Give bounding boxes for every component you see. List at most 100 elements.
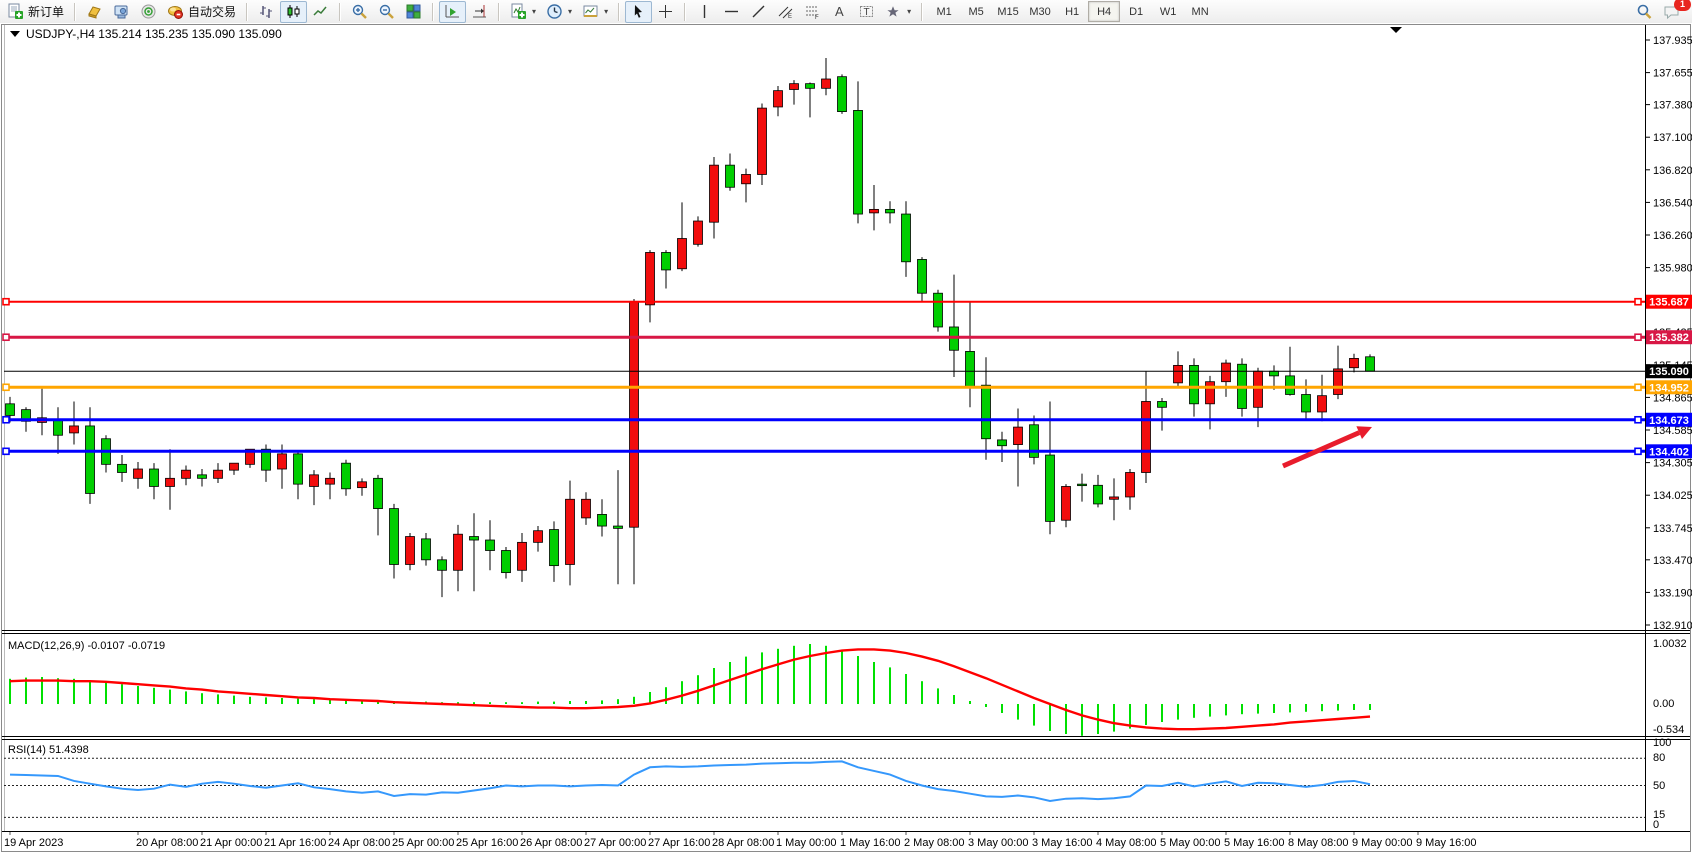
toolbar-separator: [432, 2, 435, 21]
rsi-axis-label: 15: [1653, 809, 1665, 821]
text-button[interactable]: A: [826, 1, 853, 23]
navigator-signal-button[interactable]: [135, 1, 162, 23]
timeframe-mn-button[interactable]: MN: [1191, 5, 1209, 18]
price-label: 134.673: [1649, 415, 1689, 427]
candle: [149, 468, 159, 487]
rsi-axis-label: 50: [1653, 780, 1665, 792]
price-tick-label: 136.260: [1653, 230, 1692, 242]
candle: [1029, 424, 1039, 458]
autotrading-label: 自动交易: [188, 5, 237, 19]
time-label: 27 Apr 00:00: [584, 837, 646, 849]
hline-handle[interactable]: [1634, 415, 1642, 424]
autotrading-icon: [167, 3, 184, 20]
hline-handle[interactable]: [2, 383, 10, 392]
toolbar-group-scroll: [437, 0, 495, 23]
search-button[interactable]: [1630, 1, 1658, 23]
hline-handle[interactable]: [1634, 297, 1642, 306]
chart-shift-button[interactable]: [466, 1, 493, 23]
chart-dropdown-icon[interactable]: [10, 31, 20, 37]
macd-signal-line: [9, 648, 1371, 731]
candle: [837, 76, 847, 112]
candle: [373, 477, 383, 509]
chat-button[interactable]: 1: [1658, 0, 1691, 23]
zoom-in-button[interactable]: [346, 1, 373, 23]
periods-clock-button[interactable]: ▾: [541, 1, 577, 23]
svg-text:F: F: [815, 15, 819, 20]
hline-handle[interactable]: [1634, 383, 1642, 392]
trendline-button[interactable]: [745, 1, 772, 23]
price-tick-label: 136.540: [1653, 197, 1692, 209]
timeframe-m30-button[interactable]: M30: [1029, 5, 1051, 18]
market-gold-button[interactable]: [81, 1, 108, 23]
candle: [21, 409, 31, 422]
chevron-down-icon[interactable]: ▾: [532, 7, 537, 16]
candle: [501, 550, 511, 574]
fibonacci-button[interactable]: F: [799, 1, 826, 23]
chevron-down-icon[interactable]: ▾: [568, 7, 573, 16]
chevron-down-icon[interactable]: ▾: [907, 7, 912, 16]
label-button[interactable]: T: [853, 1, 880, 23]
cursor-button[interactable]: [625, 0, 653, 23]
timeframe-m1-button[interactable]: M1: [936, 5, 952, 18]
candle: [821, 78, 831, 89]
candle: [245, 448, 255, 465]
time-label: 9 May 16:00: [1416, 837, 1477, 849]
hline-handle[interactable]: [2, 297, 10, 306]
chevron-down-icon[interactable]: ▾: [604, 7, 609, 16]
new-order-button[interactable]: 新订单: [2, 1, 69, 23]
hline-handle[interactable]: [2, 447, 10, 456]
price-tick-label: 137.100: [1653, 132, 1692, 144]
candlestick-chart-button[interactable]: [280, 0, 308, 23]
indicators-button[interactable]: ▾: [505, 1, 541, 23]
candle: [853, 110, 863, 215]
line-chart-button[interactable]: [307, 1, 334, 23]
price-tick-label: 137.380: [1653, 100, 1692, 112]
price-tick-label: 134.865: [1653, 392, 1692, 404]
templates-button[interactable]: ▾: [577, 1, 613, 23]
horizontal-line-button[interactable]: [718, 1, 745, 23]
timeframe-d1-button[interactable]: D1: [1129, 5, 1144, 18]
auto-scroll-icon: [444, 3, 461, 20]
tile-windows-button[interactable]: [400, 1, 427, 23]
candle: [773, 90, 783, 108]
shapes-button[interactable]: ▾: [880, 1, 916, 23]
equidistant-channel-icon: E: [777, 3, 794, 20]
timeframe-m5-button[interactable]: M5: [968, 5, 984, 18]
timeframe-h1-button[interactable]: H1: [1065, 5, 1080, 18]
search-icon: [1635, 3, 1653, 20]
trend-arrow-head[interactable]: [1356, 426, 1372, 440]
auto-scroll-button[interactable]: [439, 0, 467, 23]
zoom-out-button[interactable]: [373, 1, 400, 23]
hline-handle[interactable]: [1634, 333, 1642, 342]
candle: [165, 477, 175, 487]
candle: [325, 477, 335, 485]
macd-axis-label: 1.0032: [1653, 638, 1687, 650]
hline-handle[interactable]: [1634, 447, 1642, 456]
timeframe-h4-button[interactable]: H4: [1088, 1, 1121, 22]
bar-chart-button[interactable]: [253, 1, 280, 23]
candle: [117, 463, 127, 473]
vertical-line-button[interactable]: [691, 1, 718, 23]
terminal-button[interactable]: [108, 1, 135, 23]
timeframe-m15-button[interactable]: M15: [997, 5, 1019, 18]
candle: [1141, 401, 1151, 473]
price-tick-label: 137.935: [1653, 35, 1692, 47]
crosshair-button[interactable]: [652, 1, 679, 23]
price-tick-label: 133.190: [1653, 587, 1692, 599]
candle: [1125, 472, 1135, 498]
window-frame: [1, 24, 1691, 852]
periods-clock-icon: [546, 3, 563, 20]
time-label: 28 Apr 08:00: [712, 837, 774, 849]
zoom-in-icon: [351, 3, 368, 20]
timeframe-w1-button[interactable]: W1: [1159, 5, 1177, 18]
rsi-label: RSI(14) 51.4398: [8, 744, 89, 756]
hline-handle[interactable]: [2, 415, 10, 424]
candle: [453, 533, 463, 571]
toolbar-separator: [339, 2, 342, 21]
hline-handle[interactable]: [2, 333, 10, 342]
trend-arrow[interactable]: [1281, 430, 1361, 469]
time-label: 25 Apr 16:00: [456, 837, 518, 849]
equidistant-channel-button[interactable]: E: [772, 1, 799, 23]
autotrading-button[interactable]: 自动交易: [162, 1, 241, 23]
scroll-to-end-icon[interactable]: [1390, 27, 1402, 33]
